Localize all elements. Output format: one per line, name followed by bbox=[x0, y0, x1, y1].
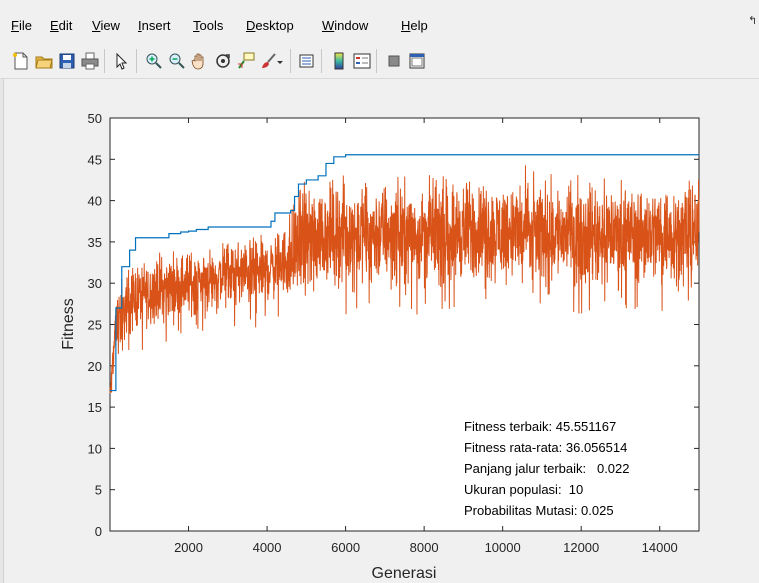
y-tick-label: 30 bbox=[88, 276, 102, 291]
y-tick-label: 45 bbox=[88, 152, 102, 167]
open-file-icon[interactable] bbox=[33, 50, 55, 72]
annotation-line: Probabilitas Mutasi: 0.025 bbox=[464, 503, 614, 518]
zoom-in-icon[interactable] bbox=[143, 50, 165, 72]
brush-icon[interactable] bbox=[258, 50, 280, 72]
zoom-out-icon[interactable] bbox=[166, 50, 188, 72]
hide-plot-tools-icon[interactable] bbox=[383, 50, 405, 72]
x-axis-label: Generasi bbox=[372, 565, 437, 582]
colorbar-icon[interactable] bbox=[328, 50, 350, 72]
dock-arrow-icon[interactable]: ↰ bbox=[748, 15, 758, 27]
x-tick-label: 10000 bbox=[485, 540, 521, 555]
x-tick-label: 2000 bbox=[174, 540, 203, 555]
toolbar-separator bbox=[321, 49, 322, 73]
y-tick-label: 35 bbox=[88, 235, 102, 250]
y-tick-label: 5 bbox=[95, 483, 102, 498]
legend-icon[interactable] bbox=[351, 50, 373, 72]
mean-fitness-line bbox=[109, 165, 700, 394]
annotation-line: Ukuran populasi: 10 bbox=[464, 482, 583, 497]
y-tick-label: 25 bbox=[88, 318, 102, 333]
y-axis-label: Fitness bbox=[60, 298, 77, 350]
x-tick-label: 6000 bbox=[331, 540, 360, 555]
x-tick-label: 12000 bbox=[563, 540, 599, 555]
x-tick-label: 8000 bbox=[410, 540, 439, 555]
toolbar-separator bbox=[104, 49, 105, 73]
best-fitness-line bbox=[110, 154, 699, 392]
y-tick-label: 15 bbox=[88, 400, 102, 415]
x-tick-label: 14000 bbox=[642, 540, 678, 555]
y-tick-label: 20 bbox=[88, 359, 102, 374]
toolbar-separator bbox=[376, 49, 377, 73]
pointer-icon[interactable] bbox=[110, 50, 132, 72]
annotation-line: Panjang jalur terbaik: 0.022 bbox=[464, 461, 630, 476]
toolbar-separator bbox=[290, 49, 291, 73]
print-icon[interactable] bbox=[79, 50, 101, 72]
y-tick-label: 10 bbox=[88, 441, 102, 456]
new-figure-icon[interactable] bbox=[10, 50, 32, 72]
y-tick-label: 50 bbox=[88, 111, 102, 126]
data-cursor-icon[interactable] bbox=[235, 50, 257, 72]
annotation-line: Fitness rata-rata: 36.056514 bbox=[464, 440, 627, 455]
annotation-line: Fitness terbaik: 45.551167 bbox=[464, 419, 616, 434]
rotate-3d-icon[interactable] bbox=[212, 50, 234, 72]
save-icon[interactable] bbox=[56, 50, 78, 72]
pan-icon[interactable] bbox=[189, 50, 211, 72]
window-border bbox=[0, 79, 4, 583]
toolbar bbox=[0, 40, 759, 79]
show-plot-tools-icon[interactable] bbox=[406, 50, 428, 72]
y-tick-label: 40 bbox=[88, 194, 102, 209]
x-tick-label: 4000 bbox=[253, 540, 282, 555]
y-tick-label: 0 bbox=[95, 524, 102, 539]
link-plot-icon[interactable] bbox=[296, 50, 318, 72]
toolbar-separator bbox=[136, 49, 137, 73]
brush-dropdown-icon[interactable] bbox=[275, 50, 285, 72]
